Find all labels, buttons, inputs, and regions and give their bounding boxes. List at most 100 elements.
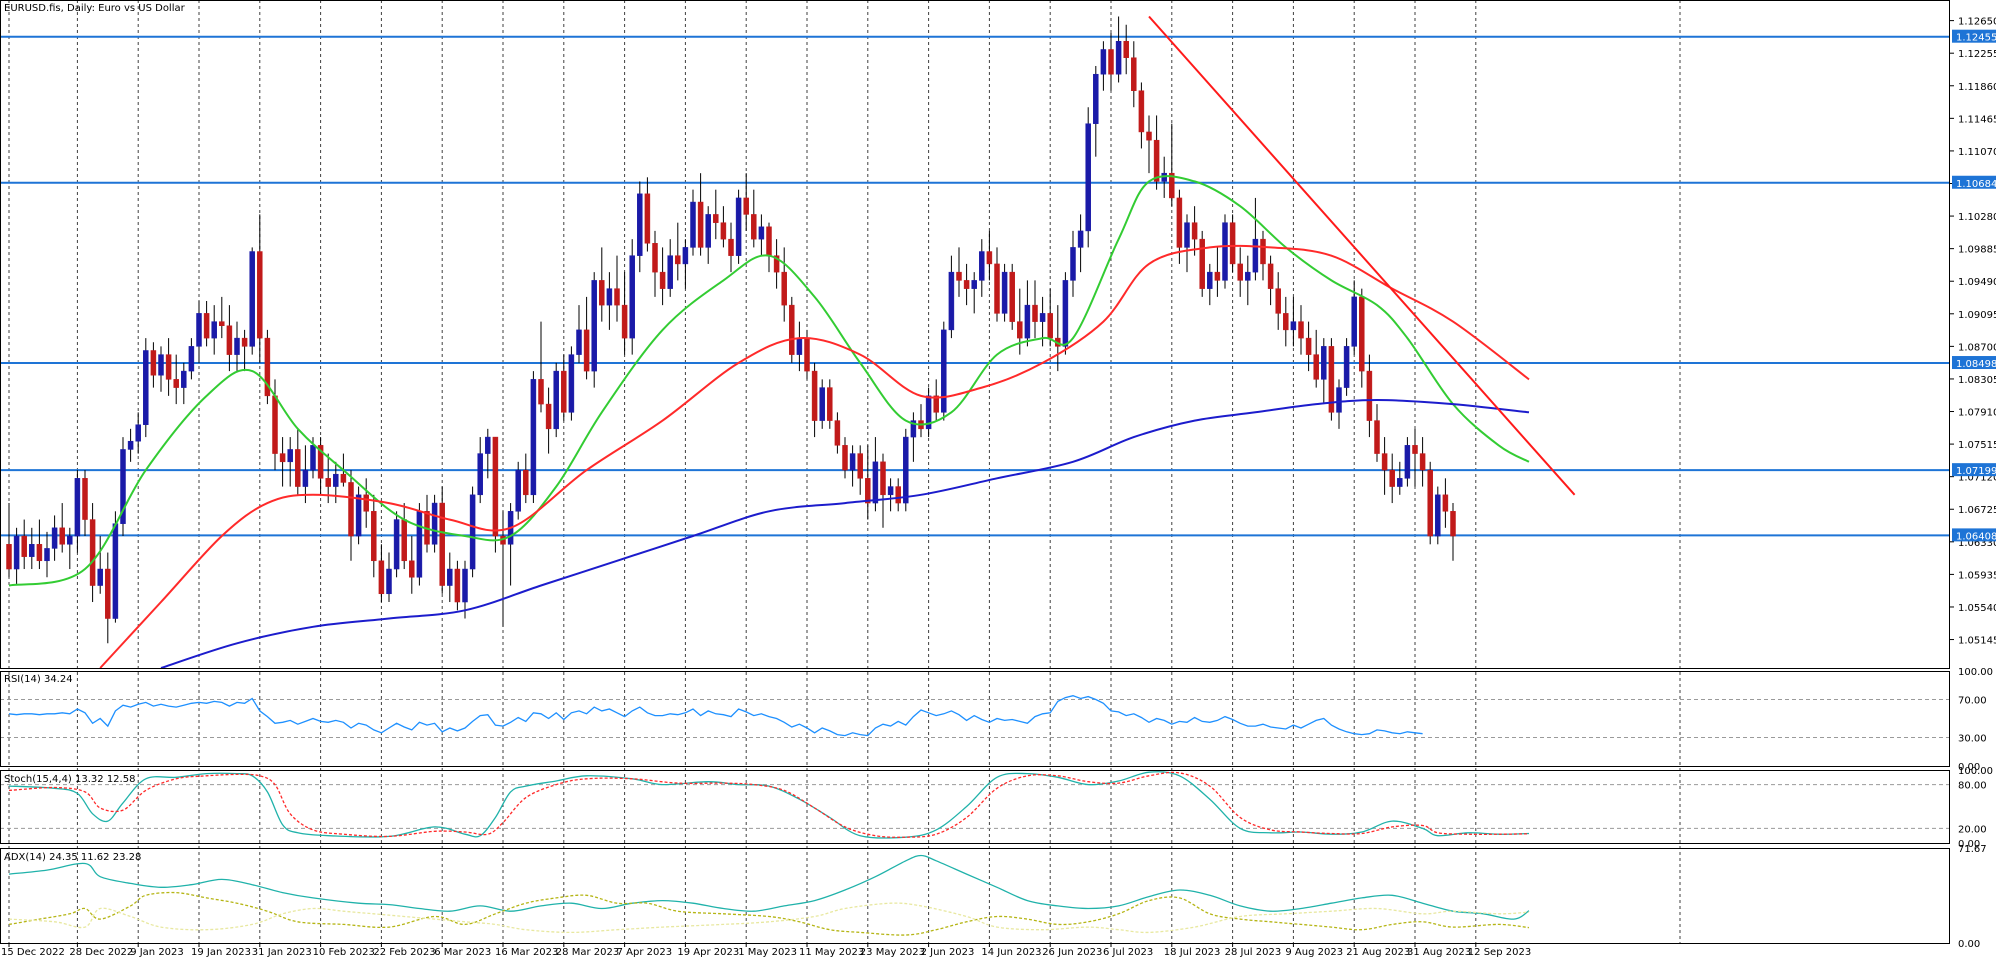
- pane-border: [0, 0, 1950, 669]
- bearish-candle-body: [1123, 40, 1129, 58]
- trendline-segment: [1148, 15, 1576, 496]
- bearish-candle-body: [401, 519, 407, 562]
- bearish-candle-body: [272, 395, 278, 454]
- price-tick-label: 1.11860: [1958, 82, 1996, 93]
- bearish-candle-body: [614, 288, 620, 306]
- adx-title: ADX(14) 24.35 11.62 23.28: [4, 852, 141, 863]
- bearish-candle-body: [1146, 131, 1152, 141]
- bullish-candle-body: [1039, 313, 1046, 322]
- bearish-candle-body: [561, 370, 567, 413]
- bearish-candle-body: [728, 238, 734, 256]
- bullish-candle-body: [158, 354, 164, 376]
- bullish-candle-body: [211, 321, 217, 339]
- moving-average-line: [8, 175, 1530, 587]
- bullish-candle-body: [97, 568, 103, 586]
- bearish-candle-body: [789, 304, 795, 355]
- bearish-candle-body: [545, 403, 552, 430]
- bearish-candle-body: [1199, 238, 1205, 289]
- bearish-candle-body: [1108, 49, 1114, 75]
- bearish-candle-body: [1298, 321, 1304, 339]
- date-tick-label: 6 Mar 2023: [434, 947, 491, 958]
- bullish-candle-body: [355, 494, 362, 537]
- price-tick-label: 1.10280: [1958, 212, 1996, 223]
- bearish-candle-body: [173, 379, 179, 388]
- price-tick-label: 1.09885: [1958, 245, 1996, 256]
- bullish-candle-body: [393, 519, 400, 570]
- bullish-candle-body: [431, 502, 438, 545]
- bullish-candle-body: [1222, 222, 1228, 281]
- price-tick-label: 1.12650: [1958, 17, 1996, 28]
- bullish-candle-body: [120, 449, 126, 524]
- moving-averages: [8, 175, 1530, 669]
- bullish-candle-body: [553, 370, 559, 430]
- bullish-candle-body: [1351, 296, 1357, 347]
- candles: [6, 16, 1456, 644]
- bullish-candle-body: [188, 346, 195, 372]
- bearish-candle-body: [363, 494, 369, 512]
- bullish-candle-body: [477, 453, 483, 496]
- bullish-candle-body: [629, 255, 635, 339]
- indicator-tick-label: 0.00: [1958, 762, 1980, 773]
- moving-average-line: [99, 244, 1530, 669]
- bullish-candle-body: [127, 440, 134, 450]
- bullish-candle-body: [1336, 387, 1342, 413]
- indicator-tick-label: 80.00: [1958, 781, 1987, 792]
- indicator-line: [8, 695, 1423, 737]
- date-tick-label: 28 Dec 2022: [69, 947, 133, 958]
- rsi-title: RSI(14) 34.24: [4, 674, 73, 685]
- main-chart-title: EURUSD.fis, Daily: Euro vs US Dollar: [4, 3, 186, 14]
- bullish-candle-body: [143, 350, 149, 425]
- bearish-candle-body: [1229, 222, 1236, 265]
- bullish-candle-body: [705, 214, 711, 248]
- date-tick-label: 15 Dec 2022: [1, 947, 65, 958]
- bearish-candle-body: [804, 337, 810, 372]
- bearish-candle-body: [956, 271, 962, 281]
- bullish-candle-body: [1100, 49, 1107, 75]
- bullish-candle-body: [1115, 40, 1122, 75]
- date-tick-label: 7 Apr 2023: [617, 947, 672, 958]
- bearish-candle-body: [865, 478, 871, 504]
- bearish-candle-body: [1214, 271, 1221, 281]
- level-price-badge: [1952, 463, 1996, 477]
- date-tick-label: 31 Jan 2023: [252, 947, 312, 958]
- date-tick-label: 21 Aug 2023: [1346, 947, 1410, 958]
- bullish-candle-body: [690, 201, 696, 248]
- bearish-candle-body: [773, 255, 780, 273]
- stoch-title: Stoch(15,4,4) 13.32 12.58: [4, 774, 135, 785]
- bullish-candle-body: [74, 478, 81, 537]
- vertical-grid: [8, 0, 1681, 943]
- bearish-candle-body: [652, 243, 658, 273]
- bearish-candle-body: [644, 193, 651, 244]
- bearish-candle-body: [675, 255, 681, 265]
- bearish-candle-body: [1419, 453, 1426, 471]
- bullish-candle-body: [112, 523, 119, 619]
- bearish-candle-body: [1359, 296, 1365, 372]
- bearish-candle-body: [1017, 321, 1023, 339]
- price-tick-label: 1.09490: [1958, 277, 1996, 288]
- bearish-candle-body: [454, 568, 461, 603]
- bullish-candle-body: [1070, 247, 1076, 281]
- bullish-candle-body: [1093, 73, 1099, 124]
- bullish-candle-body: [576, 329, 582, 355]
- bearish-candle-body: [1169, 172, 1175, 199]
- bullish-candle-body: [667, 255, 673, 289]
- bearish-candle-body: [257, 251, 263, 339]
- bullish-candle-body: [234, 337, 240, 355]
- pane-border: [0, 770, 1950, 844]
- bearish-candle-body: [1275, 288, 1281, 314]
- bearish-candle-body: [697, 201, 704, 248]
- bearish-candle-body: [781, 271, 787, 306]
- bullish-candle-body: [386, 568, 392, 595]
- bearish-candle-body: [523, 469, 529, 496]
- date-tick-label: 16 Mar 2023: [495, 947, 558, 958]
- bearish-candle-body: [933, 395, 939, 413]
- date-tick-label: 9 Jan 2023: [130, 947, 184, 958]
- level-price-badge: [1952, 29, 1996, 43]
- bearish-candle-body: [720, 222, 727, 240]
- bullish-candle-body: [925, 395, 932, 430]
- date-tick-label: 18 Jul 2023: [1164, 947, 1221, 958]
- bullish-candle-body: [1062, 280, 1069, 347]
- bearish-candle-body: [1267, 263, 1274, 289]
